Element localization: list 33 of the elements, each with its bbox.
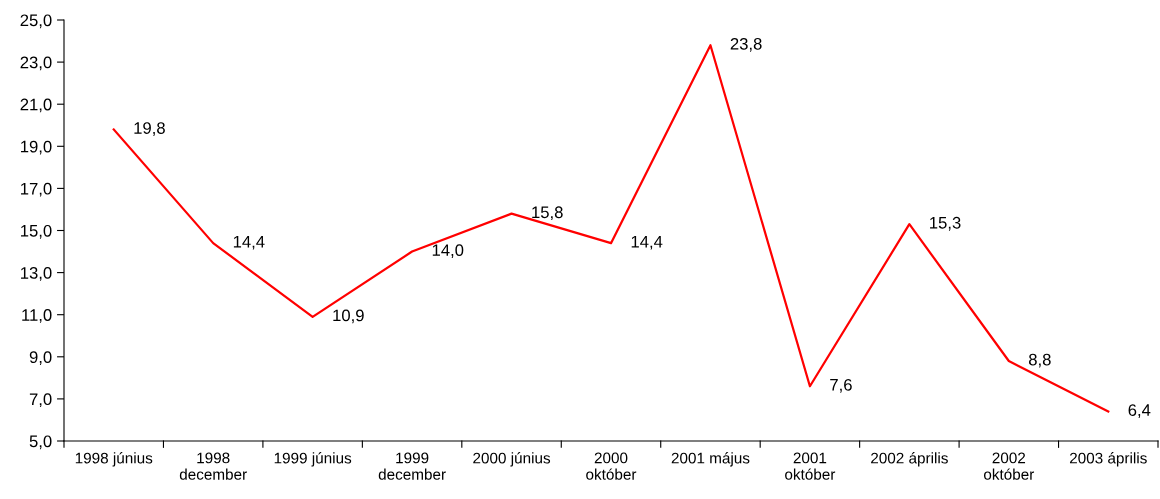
data-label: 14,0 [432,244,464,258]
x-tick-label: 2001 október [785,452,836,480]
x-tick-label: 1998 december [179,452,247,480]
x-tick-label: 1998 június [75,452,153,467]
x-tick-label: 2000 június [473,452,551,467]
data-label: 19,8 [134,122,165,136]
y-tick-label: 11,0 [22,309,52,323]
data-label: 14,4 [631,235,663,250]
data-label: 7,6 [830,378,852,393]
x-tick-label: 2002 október [983,452,1035,480]
data-label: 15,8 [532,206,563,221]
data-label: 10,9 [333,309,364,324]
y-tick-label: 13,0 [21,267,52,281]
data-label: 6,4 [1128,404,1151,418]
x-tick-label: 2002 április [871,452,948,467]
data-label: 23,8 [730,37,762,52]
x-tick-label: 2001 május [671,452,750,467]
x-tick-label: 1999 június [274,452,352,467]
y-tick-label: 15,0 [21,224,52,239]
y-tick-label: 25,0 [20,14,52,29]
y-tick-label: 7,0 [29,393,52,408]
data-label: 8,8 [1028,353,1051,368]
y-tick-label: 5,0 [29,435,52,450]
x-tick-label: 2003 április [1069,452,1147,467]
y-tick-label: 9,0 [29,351,52,365]
y-tick-label: 19,0 [21,140,52,155]
y-tick-label: 17,0 [21,182,52,197]
data-label: 15,3 [930,216,961,231]
data-label: 14,4 [233,235,265,250]
x-tick-label: 2000 október [586,452,637,480]
x-tick-label: 1999 december [378,452,446,480]
y-tick-label: 21,0 [20,98,52,113]
y-tick-label: 23,0 [20,56,52,71]
